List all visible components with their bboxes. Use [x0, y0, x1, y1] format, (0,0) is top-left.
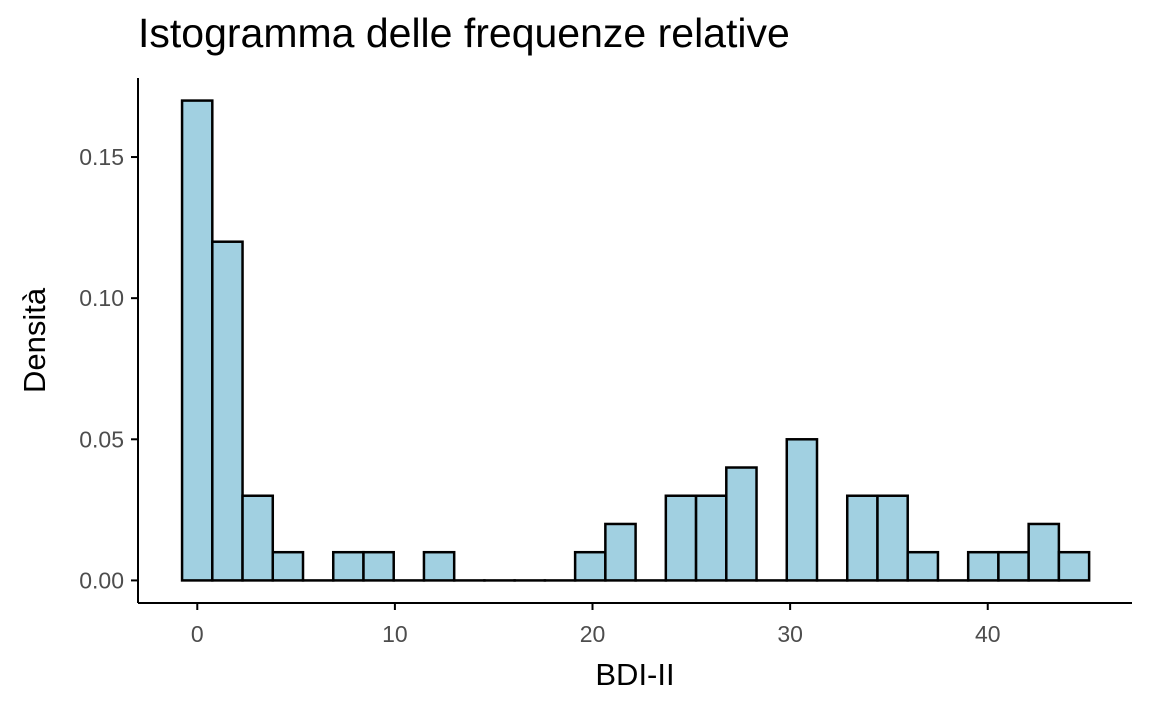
x-axis-title: BDI-II [595, 657, 674, 692]
x-tick-label: 40 [975, 621, 1001, 647]
histogram-bar [845, 494, 879, 582]
x-tick-label: 20 [580, 621, 606, 647]
y-tick-label: 0.15 [79, 144, 124, 170]
bars-layer [180, 99, 1091, 582]
y-tick-label: 0.05 [79, 426, 124, 452]
histogram-bar [211, 240, 244, 582]
y-axis-title: Densità [17, 287, 52, 393]
y-tick-label: 0.00 [79, 567, 124, 593]
histogram-bar [694, 494, 728, 582]
x-ticks-layer: 0 10 20 30 40 [191, 603, 1001, 647]
histogram-bar [422, 550, 456, 582]
histogram-bar [997, 550, 1030, 582]
histogram-bar [271, 550, 305, 582]
x-tick-label: 10 [382, 621, 408, 647]
histogram-bar [180, 99, 214, 582]
histogram-bar [876, 494, 909, 582]
histogram-bar [604, 522, 637, 582]
y-tick-label: 0.10 [79, 285, 124, 311]
histogram-bar [664, 494, 698, 582]
histogram-bar [1057, 550, 1091, 582]
x-tick-label: 30 [777, 621, 803, 647]
histogram-bar [785, 438, 819, 582]
histogram-bar [966, 550, 1000, 582]
histogram-bar [906, 550, 940, 582]
histogram-bar [331, 550, 365, 582]
y-ticks-layer: 0.00 0.05 0.10 0.15 [79, 144, 138, 593]
histogram-bar [241, 494, 275, 582]
histogram-bar [1027, 522, 1061, 582]
histogram-bar [573, 550, 607, 582]
histogram-bar [725, 466, 758, 582]
x-tick-label: 0 [191, 621, 204, 647]
chart-title: Istogramma delle frequenze relative [138, 10, 790, 56]
histogram-bar [362, 550, 395, 582]
